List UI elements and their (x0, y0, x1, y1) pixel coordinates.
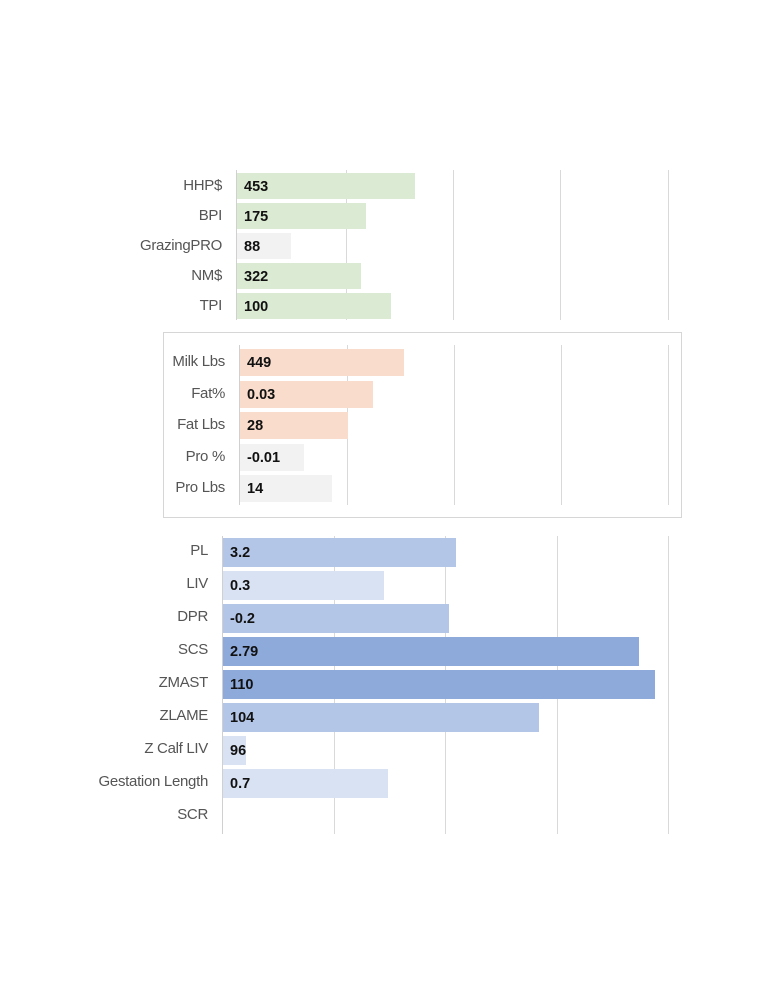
production-chart-panel: Milk Lbs 449 Fat% 0.03 Fat Lbs 28 Pro % -0.01 Pr… (163, 332, 682, 518)
bar (240, 443, 304, 471)
gridline (561, 345, 562, 505)
gridline (453, 170, 454, 320)
bar (223, 538, 456, 567)
value-label: 449 (247, 355, 272, 371)
category-label: LIV (186, 575, 208, 592)
category-label: Fat% (191, 384, 225, 402)
category-label: DPR (177, 608, 208, 625)
category-label: SCS (178, 641, 208, 658)
bar (223, 637, 639, 666)
value-label: 0.3 (230, 578, 251, 594)
category-label: BPI (198, 207, 223, 224)
index-chart-panel: HHP$ 453 BPI 175 GrazingPRO 88 NM$ 322 TPI 100 (0, 165, 776, 325)
category-label: Pro Lbs (175, 479, 225, 496)
category-axis (236, 170, 237, 320)
value-label: 96 (230, 743, 247, 759)
bar (240, 475, 332, 502)
category-label: Pro % (185, 447, 226, 465)
gridline (668, 170, 669, 320)
category-axis (222, 536, 223, 834)
value-label: 453 (244, 178, 269, 195)
value-label: 0.03 (247, 386, 276, 403)
value-label: 175 (244, 208, 269, 225)
bar (237, 173, 415, 199)
category-label: ZMAST (158, 674, 209, 691)
value-label: 110 (230, 677, 254, 693)
category-label: TPI (199, 297, 223, 314)
bar (223, 571, 384, 600)
gridline (560, 170, 561, 320)
category-label: PL (190, 542, 208, 559)
category-label: GrazingPRO (139, 237, 222, 254)
bar (223, 736, 246, 765)
value-label: 88 (244, 238, 261, 255)
bar (223, 604, 449, 633)
value-label: 28 (247, 418, 264, 434)
bar (223, 703, 539, 732)
category-label: NM$ (191, 267, 222, 284)
bar (237, 233, 291, 259)
value-label: -0.2 (230, 611, 255, 627)
category-label: ZLAME (159, 707, 208, 724)
bar (237, 293, 391, 319)
value-label: 3.2 (230, 545, 251, 561)
gridline (346, 170, 347, 320)
category-label: SCR (177, 806, 208, 823)
gridline (668, 345, 669, 505)
bar (223, 769, 388, 798)
value-label: 2.79 (230, 644, 259, 660)
value-label: 104 (230, 710, 255, 726)
gridline (668, 536, 669, 834)
bar (237, 203, 366, 229)
health-chart-panel: PL 3.2 LIV 0.3 DPR -0.2 SCS 2.79 ZMAST 110 ZLAME 10… (0, 534, 776, 836)
value-label: 100 (244, 298, 269, 315)
category-label: Z Calf LIV (144, 740, 208, 757)
category-label: HHP$ (183, 177, 222, 194)
value-label: -0.01 (247, 449, 281, 466)
category-label: Milk Lbs (172, 353, 225, 370)
bar (240, 349, 404, 376)
category-label: Gestation Length (98, 773, 209, 790)
value-label: 14 (247, 481, 264, 497)
bar (240, 412, 348, 439)
category-axis (239, 345, 240, 505)
value-label: 322 (244, 268, 269, 285)
value-label: 0.7 (230, 776, 251, 792)
bar (223, 670, 655, 699)
category-label: Fat Lbs (177, 416, 225, 433)
bar (240, 380, 373, 408)
gridline (454, 345, 455, 505)
bar (237, 263, 361, 289)
